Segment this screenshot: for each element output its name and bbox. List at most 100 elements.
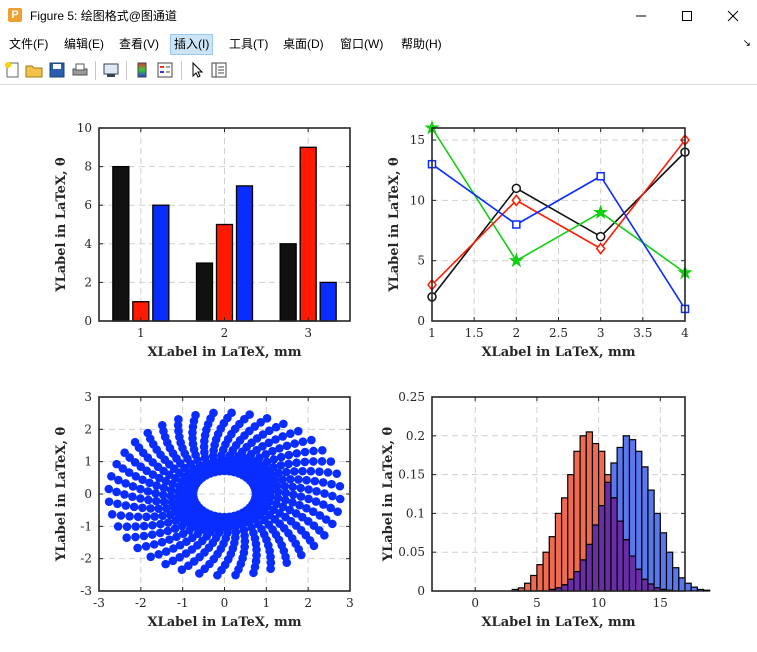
link-plot-icon[interactable] (102, 61, 120, 79)
scatter-point (227, 408, 236, 418)
histogram-bar (604, 474, 612, 483)
menu-desktop[interactable]: 桌面(D) (283, 37, 324, 51)
histogram-bar-overlap (567, 578, 575, 592)
scatter-point (275, 444, 284, 453)
scatter-point (284, 459, 293, 469)
scatter-point (143, 428, 153, 438)
scatter-point (258, 442, 267, 451)
menu-file[interactable]: 文件(F) (9, 37, 49, 51)
scatter-point (309, 446, 318, 456)
scatter-point (291, 509, 301, 518)
histogram-bar (622, 435, 631, 541)
open-file-icon[interactable] (25, 61, 43, 79)
scatter-point (282, 558, 292, 567)
histogram-bar (653, 512, 661, 589)
title-bar[interactable]: P Figure 5: 绘图格式@图通道 (0, 0, 757, 31)
histogram-bar-overlap (598, 505, 606, 592)
x-tick-label: 10 (591, 596, 606, 610)
menu-tools[interactable]: 工具(T) (229, 37, 269, 51)
scatter-point (170, 524, 180, 533)
histogram-bar-overlap (628, 555, 637, 592)
scatter-point (120, 448, 129, 457)
scatter-point (292, 449, 302, 458)
close-button[interactable] (710, 0, 756, 31)
scatter-point (133, 543, 142, 553)
scatter-point (271, 435, 280, 444)
histogram-bar-overlap (641, 578, 649, 592)
scatter-point (122, 522, 132, 531)
scatter-point (128, 492, 137, 501)
histogram-bar (690, 586, 698, 592)
minimize-button[interactable] (618, 0, 664, 31)
scatter-point (335, 494, 345, 504)
colorbar-icon[interactable] (133, 61, 151, 79)
menu-insert[interactable]: 插入(I) (170, 34, 214, 55)
scatter-point (265, 426, 274, 436)
x-tick-label: 3.5 (633, 326, 652, 340)
maximize-button[interactable] (664, 0, 710, 31)
new-figure-icon[interactable] (4, 61, 22, 79)
scatter-point (282, 441, 292, 451)
histogram-bar (585, 431, 594, 546)
scatter-point (155, 528, 165, 538)
scatter-point (292, 458, 301, 468)
pointer-icon[interactable] (188, 61, 206, 79)
histogram-bar (628, 439, 637, 557)
toolbar-separator (126, 61, 127, 80)
scatter-point (129, 502, 139, 512)
scatter-point (262, 457, 272, 467)
save-icon[interactable] (48, 61, 66, 79)
scatter-point (328, 519, 337, 529)
menu-help[interactable]: 帮助(H) (401, 37, 442, 51)
scatter-point (162, 504, 171, 513)
scatter-point (282, 467, 291, 477)
scatter-point (323, 468, 333, 477)
property-inspector-icon[interactable] (210, 61, 228, 79)
scatter-point (256, 460, 265, 470)
scatter-point (124, 468, 134, 477)
x-tick-label: 0 (471, 596, 479, 610)
scatter-point (107, 510, 117, 519)
scatter-point (175, 552, 184, 562)
series-line (431, 139, 686, 286)
scatter-point (290, 439, 300, 448)
scatter-point (256, 418, 265, 427)
scatter-point (271, 422, 281, 432)
menu-view[interactable]: 查看(V) (119, 37, 159, 51)
print-icon[interactable] (71, 61, 89, 79)
y-tick-label: 6 (84, 198, 92, 212)
menu-edit[interactable]: 编辑(E) (64, 37, 104, 51)
scatter-point (112, 459, 121, 469)
histogram-bar (554, 512, 563, 589)
scatter-point (300, 457, 310, 467)
scatter-point (304, 494, 313, 504)
menu-window[interactable]: 窗口(W) (340, 37, 384, 51)
bar (152, 204, 170, 322)
close-icon (727, 10, 739, 21)
scatter-point (231, 570, 240, 580)
histogram-bar (536, 564, 544, 592)
scatter-point (152, 481, 161, 490)
histogram-bar (579, 435, 587, 561)
x-tick-label: -1 (177, 596, 189, 610)
scatter-point (290, 467, 299, 476)
histogram-bar (672, 567, 680, 592)
legend-icon[interactable] (156, 61, 174, 79)
y-axis-label: YLabel in LaTeX, θ (381, 426, 396, 562)
scatter-point (163, 526, 173, 536)
scatter-point (142, 512, 151, 522)
scatter-point (278, 475, 287, 484)
y-tick-label: 2 (84, 275, 92, 289)
scatter-point (177, 521, 187, 531)
y-tick-label: 8 (84, 160, 92, 174)
histogram-bar-overlap (635, 568, 643, 592)
scatter-point (262, 413, 272, 423)
scatter-point (309, 457, 318, 466)
menu-overflow-icon[interactable]: ↘ (742, 38, 751, 49)
scatter-point (136, 494, 145, 503)
scatter-point (181, 549, 191, 558)
x-axis-label: XLabel in LaTeX, mm (481, 345, 635, 360)
scatter-point (147, 530, 157, 539)
